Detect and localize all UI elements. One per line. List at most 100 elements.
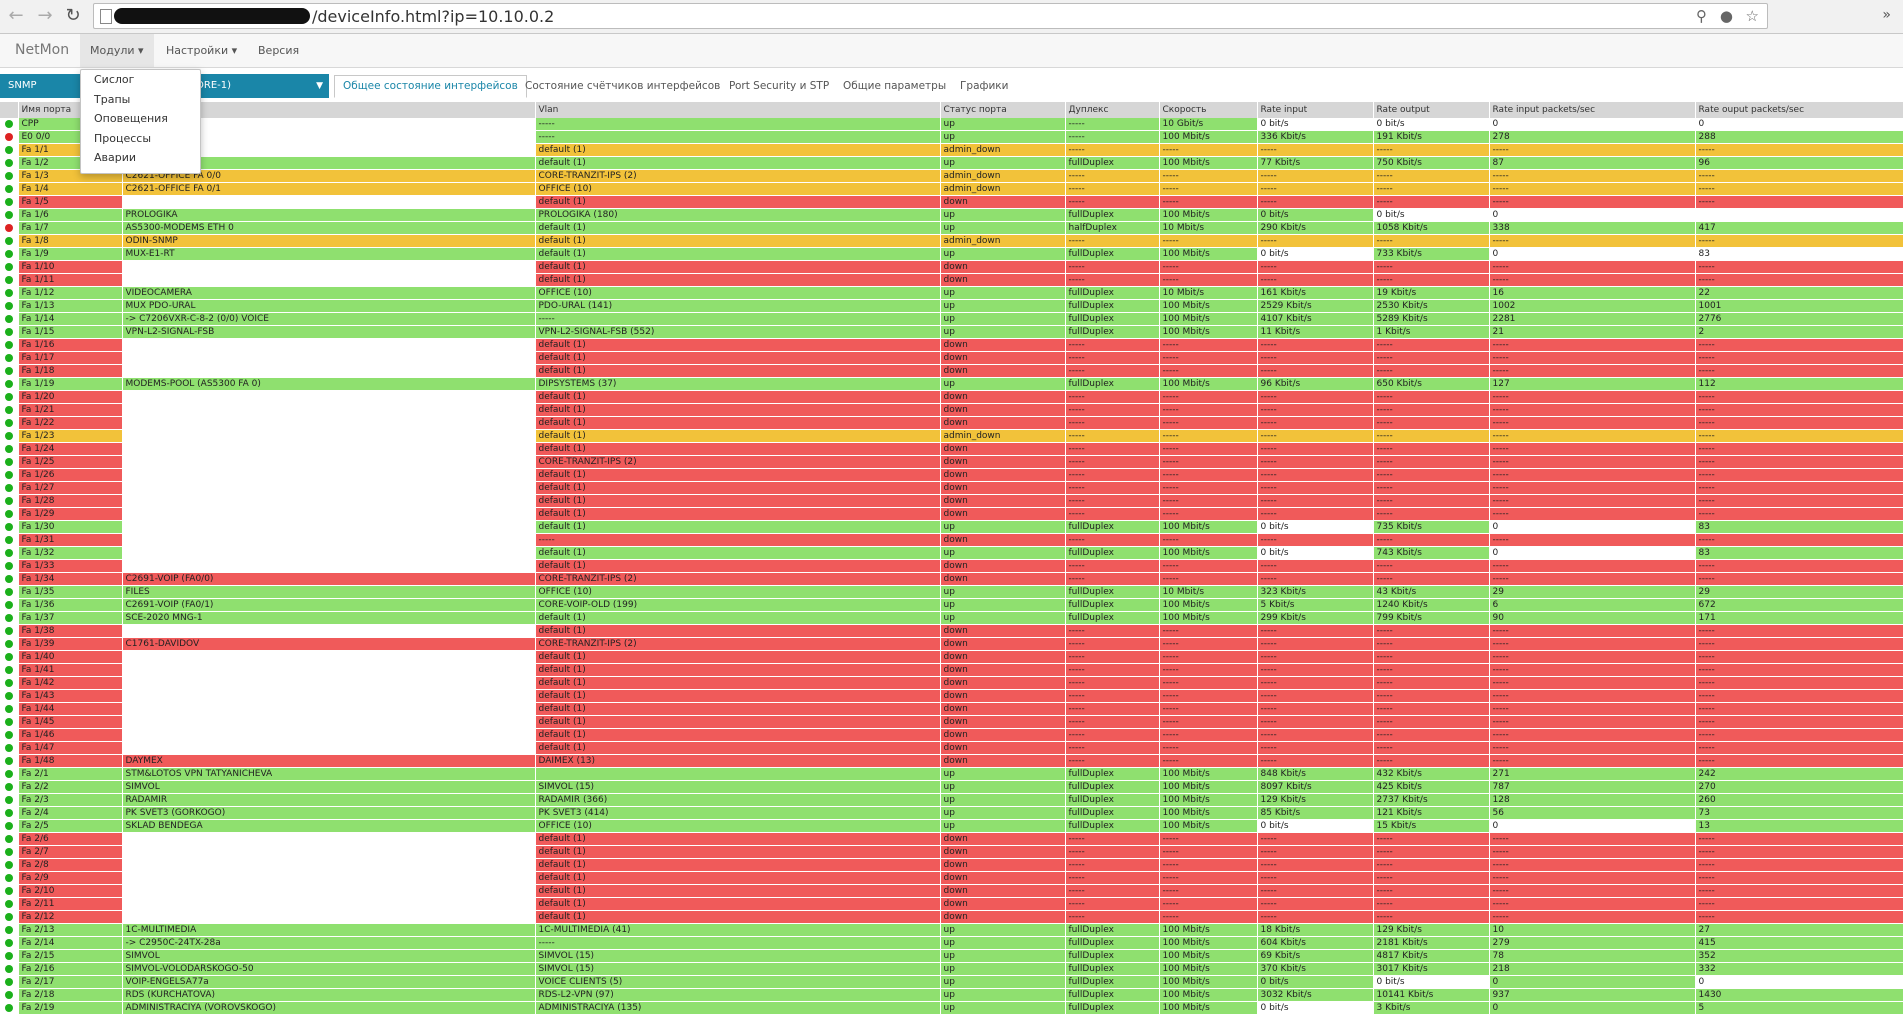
table-row[interactable]: Fa 1/44 default (1) down ----- ----- ----- ---… — [0, 702, 1903, 716]
overflow-icon[interactable]: » — [1882, 7, 1891, 23]
menu-item-syslog[interactable]: Сислог — [94, 73, 135, 86]
table-row[interactable]: Fa 2/16 SIMVOL-VOLODARSKOGO-50 SIMVOL (15)… — [0, 962, 1903, 976]
brand[interactable]: NetMon — [15, 42, 70, 58]
table-row[interactable]: Fa 1/16 default (1) down ----- ----- ----- ---… — [0, 338, 1903, 352]
column-header[interactable]: Дуплекс — [1065, 102, 1160, 118]
table-row[interactable]: Fa 1/43 default (1) down ----- ----- ----- ---… — [0, 689, 1903, 703]
table-row[interactable]: Fa 1/5 default (1) down ----- ----- ----- ----… — [0, 195, 1903, 209]
table-row[interactable]: Fa 1/18 default (1) down ----- ----- ----- ---… — [0, 364, 1903, 378]
table-row[interactable]: Fa 1/39 C1761-DAVIDOV CORE-TRANZIT-IPS (2)… — [0, 637, 1903, 651]
column-header[interactable]: Rate output — [1373, 102, 1490, 118]
table-row[interactable]: Fa 1/9 MUX-E1-RT default (1) up fullDuplex 10… — [0, 247, 1903, 261]
table-row[interactable]: E0 0/0 ----- up ----- 100 Mbit/s 336 Kbit/s 19… — [0, 130, 1903, 144]
table-row[interactable]: Fa 2/7 default (1) down ----- ----- ----- ----… — [0, 845, 1903, 859]
table-row[interactable]: Fa 1/7 AS5300-MODEMS ETH 0 default (1) up ha… — [0, 221, 1903, 235]
reload-icon[interactable]: ↻ — [65, 5, 81, 26]
zoom-icon[interactable]: ⚲ — [1696, 7, 1707, 25]
table-row[interactable]: Fa 1/1 default (1) admin_down ----- ----- ---… — [0, 143, 1903, 157]
table-row[interactable]: Fa 1/23 default (1) admin_down ----- ----- --… — [0, 429, 1903, 443]
table-row[interactable]: Fa 2/17 VOIP-ENGELSA77a VOICE CLIENTS (5) u… — [0, 975, 1903, 989]
table-row[interactable]: Fa 1/35 FILES OFFICE (10) up fullDuplex 10 Mb… — [0, 585, 1903, 599]
table-row[interactable]: Fa 1/48 DAYMEX DAIMEX (13) down ----- ----- --… — [0, 754, 1903, 768]
table-row[interactable]: Fa 1/21 default (1) down ----- ----- ----- ---… — [0, 403, 1903, 417]
tab-graphs[interactable]: Графики — [960, 80, 1009, 92]
back-arrow-icon[interactable]: ← — [8, 5, 24, 26]
table-row[interactable]: Fa 1/13 MUX PDO-URAL PDO-URAL (141) up fullD… — [0, 299, 1903, 313]
table-row[interactable]: Fa 1/6 PROLOGIKA PROLOGIKA (180) up fullDupl… — [0, 208, 1903, 222]
table-row[interactable]: Fa 1/17 default (1) down ----- ----- ----- ---… — [0, 351, 1903, 365]
table-row[interactable]: Fa 1/2FA 0/2 MANAGEdefault (1)upfullDupl… — [0, 156, 1903, 170]
table-row[interactable]: Fa 1/27 default (1) down ----- ----- ----- ---… — [0, 481, 1903, 495]
table-row[interactable]: Fa 1/28 default (1) down ----- ----- ----- ---… — [0, 494, 1903, 508]
table-row[interactable]: Fa 2/19 ADMINISTRACIYA (VOROVSKOGO) ADMINI… — [0, 1001, 1903, 1015]
table-row[interactable]: Fa 2/3 RADAMIR RADAMIR (366) up fullDuplex 10… — [0, 793, 1903, 807]
table-row[interactable]: Fa 2/15 SIMVOL SIMVOL (15) up fullDuplex 100 … — [0, 949, 1903, 963]
column-header[interactable]: Rate input packets/sec — [1489, 102, 1696, 118]
table-row[interactable]: CPP ----- up ----- 10 Gbit/s 0 bit/s 0 bit/s 0 0 — [0, 118, 1903, 131]
table-row[interactable]: Fa 1/24 default (1) down ----- ----- ----- ---… — [0, 442, 1903, 456]
bookmark-star-icon[interactable]: ☆ — [1745, 7, 1759, 25]
column-header[interactable]: Статус порта — [940, 102, 1066, 118]
table-row[interactable]: Fa 1/31 ----- down ----- ----- ----- ----- ----… — [0, 533, 1903, 547]
tab-port-security[interactable]: Port Security и STP — [729, 80, 830, 92]
table-row[interactable]: Fa 2/10 default (1) down ----- ----- ----- ---… — [0, 884, 1903, 898]
table-row[interactable]: Fa 1/12 VIDEOCAMERA OFFICE (10) up fullDuple… — [0, 286, 1903, 300]
menu-item-alarms[interactable]: Аварии — [94, 151, 137, 164]
column-header[interactable]: Скорость — [1159, 102, 1258, 118]
table-row[interactable]: Fa 2/4 PK SVET3 (GORKOGO) PK SVET3 (414) up… — [0, 806, 1903, 820]
table-row[interactable]: Fa 1/14 -> C7206VXR-C-8-2 (0/0) VOICE ----… — [0, 312, 1903, 326]
table-row[interactable]: Fa 1/22 default (1) down ----- ----- ----- ---… — [0, 416, 1903, 430]
table-row[interactable]: Fa 2/18 RDS (KURCHATOVA) RDS-L2-VPN (97) up… — [0, 988, 1903, 1002]
table-row[interactable]: Fa 1/4 C2621-OFFICE FA 0/1 OFFICE (10) admi… — [0, 182, 1903, 196]
table-row[interactable]: Fa 1/30 default (1) up fullDuplex 100 Mbit/s… — [0, 520, 1903, 534]
address-bar[interactable]: /deviceInfo.html?ip=10.10.0.2 ⚲ ● ☆ — [93, 3, 1768, 29]
column-header[interactable]: Rate ouput packets/sec — [1695, 102, 1903, 118]
table-row[interactable]: Fa 1/20 default (1) down ----- ----- ----- ---… — [0, 390, 1903, 404]
nav-version[interactable]: Версия — [258, 44, 300, 57]
table-row[interactable]: Fa 1/36 C2691-VOIP (FA0/1) CORE-VOIP-OLD (… — [0, 598, 1903, 612]
column-header[interactable] — [122, 102, 536, 118]
nav-settings[interactable]: Настройки ▾ — [166, 44, 237, 57]
table-row[interactable]: Fa 1/40 default (1) down ----- ----- ----- ---… — [0, 650, 1903, 664]
table-row[interactable]: Fa 2/6 default (1) down ----- ----- ----- ----… — [0, 832, 1903, 846]
table-row[interactable]: Fa 2/13 1C-MULTIMEDIA 1C-MULTIMEDIA (41) up… — [0, 923, 1903, 937]
extension-icon[interactable]: ● — [1719, 7, 1733, 25]
table-row[interactable]: Fa 2/14 -> C2950C-24TX-28a ----- up fullDupl… — [0, 936, 1903, 950]
menu-item-traps[interactable]: Трапы — [94, 92, 131, 106]
table-row[interactable]: Fa 1/11 default (1) down ----- ----- ----- ---… — [0, 273, 1903, 287]
column-header[interactable]: Rate input — [1257, 102, 1374, 118]
table-row[interactable]: Fa 1/25 CORE-TRANZIT-IPS (2) down ----- ----… — [0, 455, 1903, 469]
table-row[interactable]: Fa 2/9 default (1) down ----- ----- ----- ----… — [0, 871, 1903, 885]
table-row[interactable]: Fa 2/12 default (1) down ----- ----- ----- ---… — [0, 910, 1903, 924]
forward-arrow-icon[interactable]: → — [37, 5, 53, 26]
table-row[interactable]: Fa 1/38 default (1) down ----- ----- ----- ---… — [0, 624, 1903, 638]
table-row[interactable]: Fa 1/33 default (1) down ----- ----- ----- ---… — [0, 559, 1903, 573]
tab-general-params[interactable]: Общие параметры — [843, 80, 947, 92]
table-row[interactable]: Fa 1/3 C2621-OFFICE FA 0/0 CORE-TRANZIT-IP… — [0, 169, 1903, 183]
table-row[interactable]: Fa 1/10 default (1) down ----- ----- ----- ---… — [0, 260, 1903, 274]
table-row[interactable]: Fa 2/8 default (1) down ----- ----- ----- ----… — [0, 858, 1903, 872]
table-row[interactable]: Fa 1/15 VPN-L2-SIGNAL-FSB VPN-L2-SIGNAL-FS… — [0, 325, 1903, 339]
table-row[interactable]: Fa 1/45 default (1) down ----- ----- ----- ---… — [0, 715, 1903, 729]
column-header[interactable] — [0, 102, 19, 118]
table-row[interactable]: Fa 1/26 default (1) down ----- ----- ----- ---… — [0, 468, 1903, 482]
table-row[interactable]: Fa 2/11 default (1) down ----- ----- ----- ---… — [0, 897, 1903, 911]
table-row[interactable]: Fa 1/41 default (1) down ----- ----- ----- ---… — [0, 663, 1903, 677]
table-row[interactable]: Fa 1/34 C2691-VOIP (FA0/0) CORE-TRANZIT-IP… — [0, 572, 1903, 586]
table-row[interactable]: Fa 2/2 SIMVOL SIMVOL (15) up fullDuplex 100 M… — [0, 780, 1903, 794]
tab-interfaces-state[interactable]: Общее состояние интерфейсов — [334, 75, 527, 98]
table-row[interactable]: Fa 1/47 default (1) down ----- ----- ----- ---… — [0, 741, 1903, 755]
table-row[interactable]: Fa 1/42 default (1) down ----- ----- ----- ---… — [0, 676, 1903, 690]
table-row[interactable]: Fa 1/8 ODIN-SNMP default (1) admin_down ----… — [0, 234, 1903, 248]
column-header[interactable]: Vlan — [535, 102, 941, 118]
tab-interface-counters[interactable]: Состояние счётчиков интерфейсов — [525, 80, 721, 92]
table-row[interactable]: Fa 2/1 STM&LOTOS VPN TATYANICHEVA up fullDu… — [0, 767, 1903, 781]
table-row[interactable]: Fa 1/46 default (1) down ----- ----- ----- ---… — [0, 728, 1903, 742]
menu-item-processes[interactable]: Процессы — [94, 131, 152, 145]
table-row[interactable]: Fa 2/5 SKLAD BENDEGA OFFICE (10) up fullDupl… — [0, 819, 1903, 833]
nav-modules[interactable]: Модули ▾ — [80, 34, 154, 67]
table-row[interactable]: Fa 1/32 default (1) up fullDuplex 100 Mbit/s… — [0, 546, 1903, 560]
menu-item-alerts[interactable]: Оповещения — [94, 112, 168, 125]
table-row[interactable]: Fa 1/19 MODEMS-POOL (AS5300 FA 0) DIPSYSTE… — [0, 377, 1903, 391]
table-row[interactable]: Fa 1/29 default (1) down ----- ----- ----- ---… — [0, 507, 1903, 521]
